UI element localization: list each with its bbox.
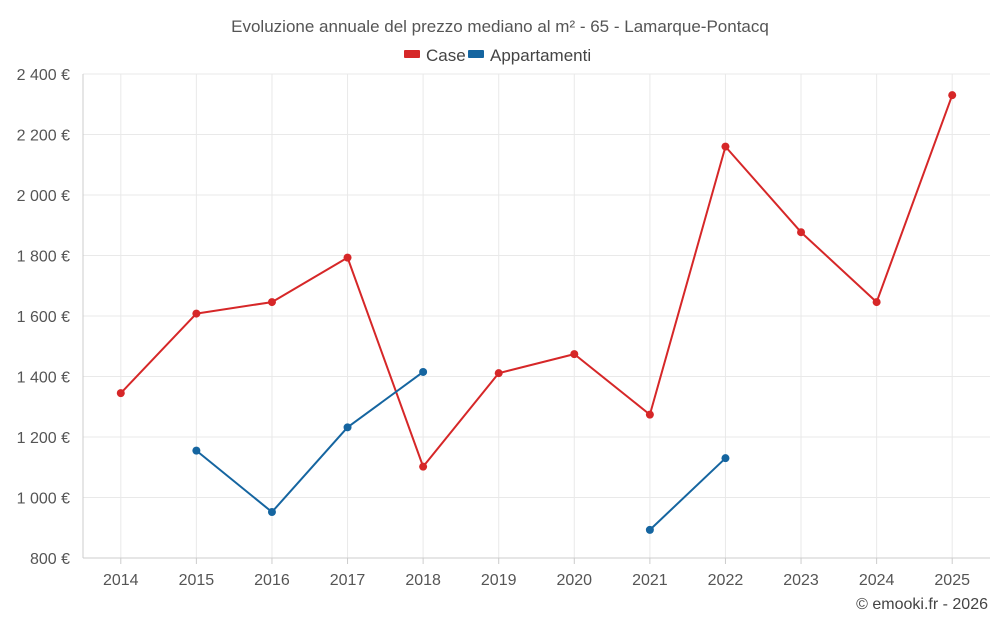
legend: Case Appartamenti: [404, 46, 591, 65]
data-point-case[interactable]: [116, 389, 125, 398]
x-tick-label: 2022: [708, 572, 744, 589]
data-point-case[interactable]: [192, 309, 201, 318]
data-point-appartamenti[interactable]: [267, 508, 276, 517]
data-point-appartamenti[interactable]: [721, 454, 730, 463]
y-tick-label: 2 200 €: [17, 128, 70, 145]
series-group: [116, 91, 957, 534]
data-point-appartamenti[interactable]: [343, 423, 352, 432]
legend-swatch: [404, 50, 420, 58]
data-point-case[interactable]: [645, 410, 654, 419]
data-point-case[interactable]: [948, 91, 957, 100]
chart-title: Evoluzione annuale del prezzo mediano al…: [231, 17, 769, 36]
data-point-appartamenti[interactable]: [645, 525, 654, 534]
y-tick-label: 2 000 €: [17, 188, 70, 205]
x-tick-label: 2021: [632, 572, 668, 589]
credit-text: © emooki.fr - 2026: [856, 596, 988, 613]
data-point-case[interactable]: [570, 350, 579, 359]
x-tick-label: 2018: [405, 572, 441, 589]
legend-item-appartamenti[interactable]: Appartamenti: [468, 46, 591, 65]
y-tick-label: 2 400 €: [17, 67, 70, 84]
y-tick-label: 1 600 €: [17, 309, 70, 326]
axes: 800 € 1 000 € 1 200 € 1 400 € 1 600 € 1 800 €…: [17, 67, 990, 589]
legend-swatch: [468, 50, 484, 58]
legend-label: Case: [426, 46, 466, 65]
data-point-appartamenti[interactable]: [419, 367, 428, 376]
legend-item-case[interactable]: Case: [404, 46, 466, 65]
grid: [83, 73, 990, 558]
data-point-case[interactable]: [872, 298, 881, 307]
series-line-appartamenti: [195, 371, 424, 514]
x-tick-label: 2014: [103, 572, 139, 589]
x-tick-label: 2020: [556, 572, 592, 589]
x-tick-label: 2015: [179, 572, 215, 589]
x-tick-label: 2024: [859, 572, 895, 589]
y-tick-label: 800 €: [30, 551, 70, 568]
data-point-case[interactable]: [267, 298, 276, 307]
data-point-case[interactable]: [419, 462, 428, 471]
y-tick-label: 1 800 €: [17, 249, 70, 266]
y-tick-label: 1 200 €: [17, 430, 70, 447]
legend-label: Appartamenti: [490, 46, 591, 65]
x-tick-label: 2017: [330, 572, 366, 589]
series-case: [116, 91, 957, 471]
x-tick-label: 2023: [783, 572, 819, 589]
data-point-case[interactable]: [797, 228, 806, 237]
data-point-case[interactable]: [721, 142, 730, 151]
x-tick-label: 2016: [254, 572, 290, 589]
x-tick-label: 2025: [934, 572, 970, 589]
data-point-case[interactable]: [343, 253, 352, 262]
data-point-case[interactable]: [494, 369, 503, 378]
series-line-case: [120, 94, 954, 468]
data-point-appartamenti[interactable]: [192, 446, 201, 455]
x-tick-label: 2019: [481, 572, 517, 589]
series-appartamenti: [192, 367, 730, 534]
y-tick-label: 1 000 €: [17, 491, 70, 508]
series-line-appartamenti: [649, 457, 727, 531]
y-tick-label: 1 400 €: [17, 370, 70, 387]
